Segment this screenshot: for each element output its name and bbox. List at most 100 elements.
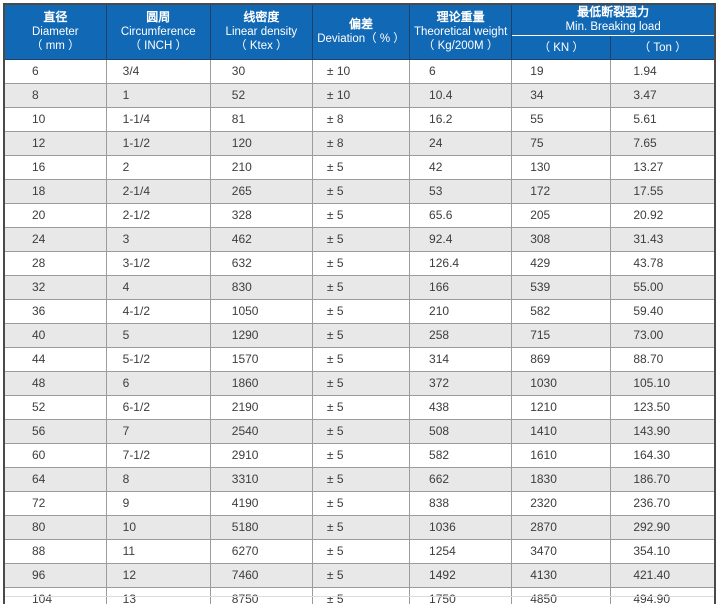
cell-deviation: ± 5 <box>311 442 411 468</box>
table-row: 12 1-1/2 120 ± 8 24 75 7.65 <box>3 130 716 156</box>
cell-theoretical-weight: 92.4 <box>409 226 513 252</box>
cell-linear-density: 120 <box>209 130 313 156</box>
cell-linear-density: 462 <box>209 226 313 252</box>
cell-breaking-load-ton: 105.10 <box>610 370 716 396</box>
header-label-unit: （ mm ） <box>31 40 80 53</box>
cell-breaking-load-ton: 7.65 <box>610 130 716 156</box>
header-label-en: Diameter <box>31 26 79 39</box>
cell-diameter: 8 <box>3 82 107 108</box>
table-row: 28 3-1/2 632 ± 5 126.4 429 43.78 <box>3 250 716 276</box>
cell-breaking-load-kn: 4130 <box>511 562 612 588</box>
table-row: 60 7-1/2 2910 ± 5 582 1610 164.30 <box>3 442 716 468</box>
cell-circumference: 13 <box>105 586 211 604</box>
cell-theoretical-weight: 42 <box>409 154 513 180</box>
cell-deviation: ± 5 <box>311 394 411 420</box>
cell-deviation: ± 5 <box>311 466 411 492</box>
col-header-circumference: 圆周 Circumference （ INCH ） <box>105 3 211 60</box>
cell-theoretical-weight: 838 <box>409 490 513 516</box>
cell-diameter: 16 <box>3 154 107 180</box>
cell-deviation: ± 5 <box>311 514 411 540</box>
header-label-en: Deviation（ % ） <box>317 33 405 46</box>
cell-breaking-load-ton: 20.92 <box>610 202 716 228</box>
cell-linear-density: 265 <box>209 178 313 204</box>
cell-breaking-load-kn: 2320 <box>511 490 612 516</box>
cell-theoretical-weight: 6 <box>409 58 513 84</box>
cell-circumference: 4 <box>105 274 211 300</box>
cell-breaking-load-ton: 13.27 <box>610 154 716 180</box>
col-header-diameter: 直径 Diameter （ mm ） <box>3 3 107 60</box>
cell-diameter: 20 <box>3 202 107 228</box>
cell-diameter: 10 <box>3 106 107 132</box>
cell-circumference: 8 <box>105 466 211 492</box>
table-row: 6 3/4 30 ± 10 6 19 1.94 <box>3 58 716 84</box>
col-subheader-kn: （ KN ） <box>511 34 612 60</box>
cell-breaking-load-kn: 34 <box>511 82 612 108</box>
cell-diameter: 72 <box>3 490 107 516</box>
rope-specification-table: 直径 Diameter （ mm ） 圆周 Circumference （ IN… <box>3 3 716 604</box>
table-row: 18 2-1/4 265 ± 5 53 172 17.55 <box>3 178 716 204</box>
cell-breaking-load-ton: 236.70 <box>610 490 716 516</box>
cell-theoretical-weight: 1750 <box>409 586 513 604</box>
cell-breaking-load-ton: 5.61 <box>610 106 716 132</box>
cell-circumference: 1-1/4 <box>105 106 211 132</box>
cell-circumference: 5-1/2 <box>105 346 211 372</box>
cell-breaking-load-kn: 205 <box>511 202 612 228</box>
cell-theoretical-weight: 1254 <box>409 538 513 564</box>
cell-breaking-load-ton: 88.70 <box>610 346 716 372</box>
table-row: 32 4 830 ± 5 166 539 55.00 <box>3 274 716 300</box>
table-row: 104 13 8750 ± 5 1750 4850 494.90 <box>3 586 716 604</box>
cell-breaking-load-kn: 55 <box>511 106 612 132</box>
cell-breaking-load-ton: 55.00 <box>610 274 716 300</box>
cell-linear-density: 328 <box>209 202 313 228</box>
header-label-en: Circumference <box>120 26 196 39</box>
table-row: 10 1-1/4 81 ± 8 16.2 55 5.61 <box>3 106 716 132</box>
header-label-zh: 直径 <box>43 10 68 25</box>
cell-theoretical-weight: 65.6 <box>409 202 513 228</box>
cell-deviation: ± 5 <box>311 346 411 372</box>
cell-deviation: ± 5 <box>311 154 411 180</box>
table-row: 40 5 1290 ± 5 258 715 73.00 <box>3 322 716 348</box>
cell-deviation: ± 5 <box>311 370 411 396</box>
table-row: 8 1 52 ± 10 10.4 34 3.47 <box>3 82 716 108</box>
col-header-linear-density: 线密度 Linear density （ Ktex ） <box>209 3 313 60</box>
cell-breaking-load-ton: 292.90 <box>610 514 716 540</box>
cell-breaking-load-ton: 421.40 <box>610 562 716 588</box>
header-label-unit: （ INCH ） <box>129 40 187 53</box>
cell-theoretical-weight: 508 <box>409 418 513 444</box>
cell-breaking-load-ton: 17.55 <box>610 178 716 204</box>
cell-linear-density: 52 <box>209 82 313 108</box>
cell-deviation: ± 5 <box>311 562 411 588</box>
cell-deviation: ± 10 <box>311 58 411 84</box>
table-header: 直径 Diameter （ mm ） 圆周 Circumference （ IN… <box>3 3 716 60</box>
cell-circumference: 3 <box>105 226 211 252</box>
cell-linear-density: 7460 <box>209 562 313 588</box>
cell-deviation: ± 5 <box>311 490 411 516</box>
cell-theoretical-weight: 662 <box>409 466 513 492</box>
table-row: 72 9 4190 ± 5 838 2320 236.70 <box>3 490 716 516</box>
cell-breaking-load-kn: 1210 <box>511 394 612 420</box>
cell-diameter: 52 <box>3 394 107 420</box>
cell-diameter: 56 <box>3 418 107 444</box>
cell-deviation: ± 5 <box>311 250 411 276</box>
cell-diameter: 80 <box>3 514 107 540</box>
cell-diameter: 40 <box>3 322 107 348</box>
cell-circumference: 6 <box>105 370 211 396</box>
header-row-main: 直径 Diameter （ mm ） 圆周 Circumference （ IN… <box>3 3 716 60</box>
cell-linear-density: 1570 <box>209 346 313 372</box>
cell-theoretical-weight: 1036 <box>409 514 513 540</box>
table-row: 16 2 210 ± 5 42 130 13.27 <box>3 154 716 180</box>
cell-breaking-load-kn: 2870 <box>511 514 612 540</box>
table-row: 80 10 5180 ± 5 1036 2870 292.90 <box>3 514 716 540</box>
cell-theoretical-weight: 372 <box>409 370 513 396</box>
table-bottom-shadow <box>5 596 714 597</box>
cell-linear-density: 4190 <box>209 490 313 516</box>
table-row: 96 12 7460 ± 5 1492 4130 421.40 <box>3 562 716 588</box>
cell-circumference: 7 <box>105 418 211 444</box>
cell-breaking-load-kn: 130 <box>511 154 612 180</box>
cell-theoretical-weight: 126.4 <box>409 250 513 276</box>
cell-diameter: 12 <box>3 130 107 156</box>
cell-circumference: 1-1/2 <box>105 130 211 156</box>
cell-diameter: 36 <box>3 298 107 324</box>
cell-circumference: 5 <box>105 322 211 348</box>
